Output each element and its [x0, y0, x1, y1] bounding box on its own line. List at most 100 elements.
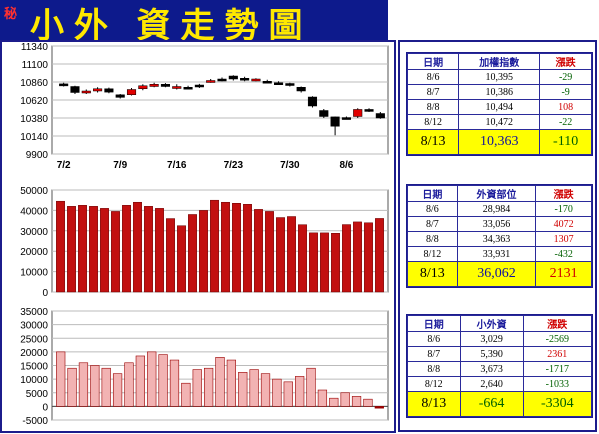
- index-table: 日期 加權指數 漲跌 8/6 10,395 -29 8/7 10,386 -9 …: [406, 53, 592, 155]
- x-tick-label: 8/6: [339, 160, 353, 171]
- cell-date: 8/7: [406, 84, 460, 100]
- small-table-box: 日期 小外資 漲跌 8/6 3,029 -2569 8/7 5,390 2361…: [406, 314, 593, 418]
- col-change: 漲跌: [535, 185, 592, 202]
- bar-small-foreign: [169, 359, 180, 407]
- cell-value: 3,673: [459, 361, 524, 377]
- col-date: 日期: [407, 315, 461, 332]
- total-value: 10,363: [458, 129, 541, 155]
- bar-small-foreign: [67, 367, 77, 407]
- cell-change: -432: [535, 246, 592, 262]
- table-row: 8/12 10,472 -22: [406, 114, 592, 130]
- bar-small-foreign: [181, 382, 191, 407]
- bar-small-foreign: [56, 351, 66, 407]
- candle-body: [262, 81, 272, 84]
- bar-small-foreign: [158, 354, 168, 407]
- col-position: 外資部位: [456, 185, 537, 202]
- table-row: 8/6 3,029 -2569: [407, 331, 593, 347]
- cell-date: 8/7: [407, 216, 458, 232]
- y-tick-label: 50000: [20, 186, 48, 197]
- bar-foreign: [177, 225, 186, 293]
- y-tick-label: 15000: [20, 362, 48, 373]
- bar-foreign: [254, 209, 263, 293]
- bar-small-foreign: [249, 369, 259, 407]
- total-date: 8/13: [407, 391, 461, 417]
- bar-foreign: [133, 201, 142, 293]
- cell-value: 10,494: [458, 99, 541, 115]
- bar-small-foreign: [112, 373, 123, 407]
- bar-foreign: [276, 217, 285, 293]
- y-tick-label: -5000: [22, 416, 48, 427]
- bar-foreign: [287, 216, 296, 293]
- cell-value: 28,984: [456, 201, 537, 217]
- candle-body: [307, 96, 318, 107]
- bar-foreign: [243, 204, 252, 293]
- col-change: 漲跌: [539, 53, 592, 70]
- cell-value: 2,640: [459, 376, 524, 392]
- bar-foreign: [221, 201, 230, 293]
- candle-body: [149, 84, 159, 87]
- charts-area: 9900 10140 10380 10620 10860 11100 11340 7/2 7/9…: [0, 40, 396, 433]
- candle-body: [194, 84, 204, 88]
- total-value: -664: [459, 391, 524, 417]
- cell-date: 8/12: [407, 376, 461, 392]
- cell-change: -9: [539, 84, 592, 100]
- total-date: 8/13: [407, 261, 458, 287]
- candle-body: [296, 87, 306, 92]
- page-title: 小外 資走勢圖: [30, 8, 313, 45]
- y-tick-label: 5000: [26, 389, 49, 400]
- total-change: -110: [539, 129, 592, 155]
- bar-small-foreign: [283, 381, 293, 407]
- bar-small-foreign: [124, 362, 134, 407]
- table-row: 8/12 33,931 -432: [407, 246, 592, 262]
- cell-change: 108: [539, 99, 592, 115]
- bar-small-foreign: [374, 406, 384, 409]
- bar-foreign: [364, 222, 373, 293]
- cell-date: 8/8: [407, 361, 461, 377]
- bar-foreign: [111, 211, 120, 293]
- x-tick-label: 7/23: [224, 160, 244, 171]
- bar-small-foreign: [135, 355, 145, 407]
- table-row: 8/6 10,395 -29: [406, 69, 592, 85]
- bar-small-foreign: [272, 378, 282, 407]
- candle-body: [274, 82, 284, 85]
- cell-value: 5,390: [459, 346, 524, 362]
- bar-foreign: [353, 221, 362, 293]
- candle-body: [70, 86, 80, 93]
- bar-foreign: [210, 199, 219, 293]
- table-row: 8/7 33,056 4072: [407, 216, 592, 232]
- cell-value: 3,029: [459, 331, 524, 347]
- bar-foreign: [375, 218, 384, 293]
- candle-body: [240, 78, 250, 81]
- y-tick-label: 10380: [20, 114, 48, 125]
- table-row: 8/7 10,386 -9: [406, 84, 592, 100]
- y-tick-label: 11340: [21, 42, 49, 53]
- chart-frame: [0, 40, 396, 433]
- cell-date: 8/12: [407, 246, 458, 262]
- table-row: 8/6 28,984 -170: [407, 201, 592, 217]
- bar-small-foreign: [351, 396, 362, 407]
- candle-body: [104, 88, 114, 93]
- col-small: 小外資: [459, 315, 524, 332]
- bar-foreign: [188, 214, 197, 293]
- bar-foreign: [342, 224, 351, 293]
- bar-foreign: [265, 211, 274, 293]
- foreign-table: 日期 外資部位 漲跌 8/6 28,984 -170 8/7 33,056 40…: [407, 185, 592, 287]
- candle-body: [206, 80, 216, 83]
- cell-date: 8/6: [407, 331, 461, 347]
- bar-small-foreign: [192, 369, 202, 407]
- candle-body: [319, 110, 329, 117]
- candle-body: [228, 75, 238, 80]
- candle-body: [138, 85, 148, 89]
- y-tick-label: 0: [42, 288, 48, 299]
- bar-small-foreign: [101, 367, 111, 407]
- bar-small-foreign: [340, 392, 350, 407]
- bar-foreign: [331, 232, 340, 293]
- bar-foreign: [298, 224, 307, 293]
- candle-body: [115, 94, 125, 98]
- cell-date: 8/6: [407, 201, 458, 217]
- candle-body: [375, 113, 385, 119]
- total-row: 8/13 36,062 2131: [407, 261, 592, 287]
- cell-value: 10,386: [458, 84, 541, 100]
- bar-small-foreign: [295, 376, 305, 407]
- candle-body: [353, 109, 363, 117]
